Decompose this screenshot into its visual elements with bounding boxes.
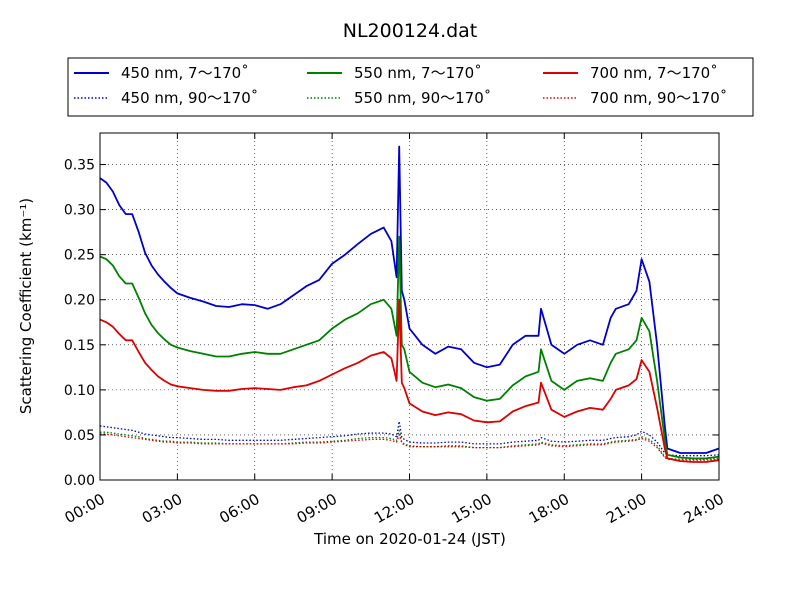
y-tick-label: 0.15 <box>64 338 95 354</box>
x-tick-label: 09:00 <box>294 490 340 527</box>
series-line <box>99 298 720 463</box>
y-tick-label: 0.35 <box>64 158 95 174</box>
legend: 450 nm, 7～170˚ 450 nm, 90～170˚ 550 nm, 7～1… <box>67 57 754 117</box>
legend-label: 700 nm, 7～170˚ <box>590 64 718 82</box>
y-tick-label: 0.05 <box>64 428 95 444</box>
legend-label: 700 nm, 90～170˚ <box>590 89 727 107</box>
y-tick-label: 0.25 <box>64 248 95 264</box>
series-line <box>99 235 720 460</box>
legend-label: 450 nm, 7～170˚ <box>121 64 249 82</box>
series-line <box>100 433 720 461</box>
y-tick-label: 0.00 <box>64 473 95 489</box>
y-axis-label: Scattering Coefficient (km⁻¹) <box>17 198 35 414</box>
x-tick-label: 00:00 <box>62 490 108 527</box>
y-tick-label: 0.10 <box>64 383 95 399</box>
legend-label: 550 nm, 7～170˚ <box>354 64 482 82</box>
x-tick-label: 24:00 <box>681 490 727 527</box>
plot-area: 0.00 0.05 0.10 0.15 0.20 0.25 0.30 0.35 00:00 03:… <box>62 132 727 527</box>
x-tick-label: 12:00 <box>371 490 417 527</box>
series-line <box>100 429 720 460</box>
x-tick-label: 21:00 <box>603 490 649 527</box>
plot-background <box>100 133 719 480</box>
x-tick-label: 06:00 <box>216 490 262 527</box>
x-tick-label: 03:00 <box>139 490 185 527</box>
y-tick-label: 0.30 <box>64 203 95 219</box>
x-tick-label: 15:00 <box>448 490 494 527</box>
x-axis-label: Time on 2020-01-24 (JST) <box>313 530 506 548</box>
legend-label: 550 nm, 90～170˚ <box>354 89 491 107</box>
series-lines <box>99 145 720 463</box>
legend-label: 450 nm, 90～170˚ <box>121 89 258 107</box>
y-tick-label: 0.20 <box>64 293 95 309</box>
series-line <box>99 420 720 457</box>
legend-box <box>67 57 754 117</box>
chart-title: NL200124.dat <box>343 20 478 42</box>
series-line <box>99 145 720 454</box>
x-tick-label: 18:00 <box>526 490 572 527</box>
